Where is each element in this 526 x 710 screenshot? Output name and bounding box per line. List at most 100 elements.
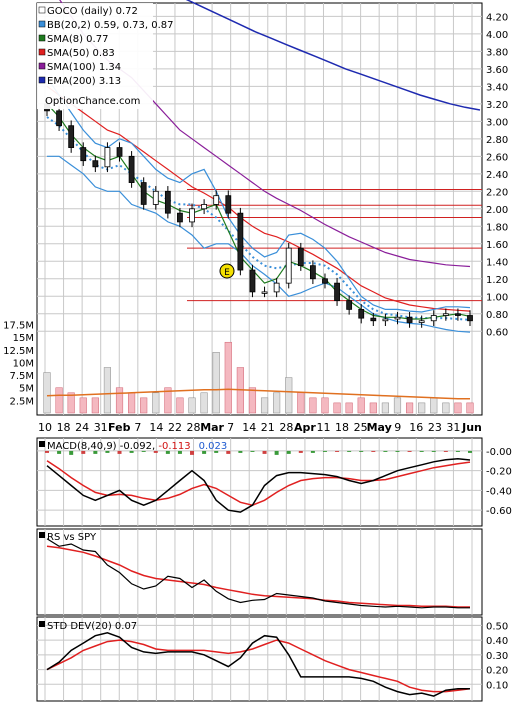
x-tick-label: 25 xyxy=(354,421,368,434)
candle-body xyxy=(249,269,256,293)
x-tick-label: 7 xyxy=(227,421,234,434)
candle-body xyxy=(322,278,328,284)
volume-y-tick: 2.5M xyxy=(9,396,34,407)
volume-y-tick: 15M xyxy=(13,333,34,344)
candle-body xyxy=(201,204,208,210)
candle-body xyxy=(394,316,401,320)
volume-bar xyxy=(140,397,148,414)
volume-bar xyxy=(260,397,269,414)
x-tick-label: Mar xyxy=(200,421,224,434)
x-tick-label: 14 xyxy=(149,421,163,434)
candle-body xyxy=(430,315,437,322)
candle-body xyxy=(177,212,183,223)
macd-legend-label: MACD(8,40,9) -0.092, -0.113 0.023 xyxy=(47,441,227,452)
x-tick-label: 14 xyxy=(242,421,256,434)
volume-bar xyxy=(466,402,474,414)
rs-average-line xyxy=(46,545,470,608)
legend-box xyxy=(37,3,153,109)
volume-bar xyxy=(454,402,462,414)
volume-bar xyxy=(309,397,317,414)
macd-hist-bar xyxy=(455,450,460,452)
volume-bar xyxy=(357,397,365,414)
macd-hist-bar xyxy=(347,450,352,452)
bb-lower-line xyxy=(47,155,471,333)
legend-label: SMA(8) 0.77 xyxy=(47,34,108,45)
macd-hist-bar xyxy=(45,450,49,453)
macd-legend-prefix: MACD(8,40,9) xyxy=(47,441,117,452)
macd-hist-bar xyxy=(238,450,243,453)
bb-mid-line xyxy=(46,116,471,321)
price-y-tick: 1.60 xyxy=(486,240,508,251)
candle-body xyxy=(273,282,280,293)
volume-bar xyxy=(152,392,160,414)
candle-body xyxy=(189,208,195,223)
candle-body xyxy=(346,300,353,310)
volume-bar xyxy=(212,352,220,414)
candle-body xyxy=(56,110,62,127)
volume-y-tick: 17.5M xyxy=(3,321,34,332)
macd-hist-bar xyxy=(468,450,472,453)
macd-y-tick: -0.60 xyxy=(486,506,512,517)
macd-hist-bar xyxy=(359,450,364,452)
candle-body xyxy=(92,160,99,168)
stddev-legend-label: STD DEV(20) 0.07 xyxy=(47,621,137,632)
x-tick-label: 7 xyxy=(134,421,141,434)
volume-bar xyxy=(200,392,208,414)
volume-bar xyxy=(115,387,124,414)
stddev-average-line xyxy=(46,639,471,693)
x-tick-label: Feb xyxy=(108,421,131,434)
earnings-circle xyxy=(219,263,235,279)
macd-legend: MACD(8,40,9) -0.092, -0.113 0.023 xyxy=(39,441,227,452)
price-y-tick: 3.00 xyxy=(486,117,508,128)
price-y-tick: 3.80 xyxy=(486,47,508,58)
macd-hist-bar xyxy=(383,450,388,452)
price-y-tick: 1.40 xyxy=(486,257,508,268)
volume-bar xyxy=(55,387,63,414)
stddev-y-tick: 0.30 xyxy=(486,651,508,662)
price-y-tick: 2.80 xyxy=(486,135,508,146)
x-tick-label: 28 xyxy=(187,421,201,434)
macd-hist-bar xyxy=(153,450,158,453)
macd-hist-bar xyxy=(407,450,412,452)
stddev-y-tick: 0.20 xyxy=(486,666,508,677)
volume-bar xyxy=(442,402,450,414)
candle-body xyxy=(128,155,135,183)
macd-hist-bar xyxy=(250,450,255,452)
macd-hist-bar xyxy=(443,450,448,452)
candle-body xyxy=(116,147,123,157)
earnings-label: E xyxy=(224,268,230,278)
macd-hist-bar xyxy=(335,450,340,452)
macd-y-axis: -0.00 -0.20 -0.40 -0.60 xyxy=(486,447,512,517)
macd-hist-bar xyxy=(141,450,146,452)
macd-hist-bar xyxy=(286,450,291,454)
price-y-tick: 0.80 xyxy=(486,310,508,321)
macd-hist-bar xyxy=(371,450,376,452)
volume-bar xyxy=(430,397,438,414)
price-grid xyxy=(37,3,482,415)
candle-body xyxy=(104,147,111,168)
stddev-y-axis: 0.50 0.40 0.30 0.20 0.10 xyxy=(486,621,508,691)
price-y-tick: 1.00 xyxy=(486,292,508,303)
macd-hist-bar xyxy=(214,450,219,453)
x-tick-label: 21 xyxy=(261,421,275,434)
legend: GOCO (daily) 0.72 BB(20,2) 0.59, 0.73, 0.… xyxy=(37,3,173,109)
stddev-legend: STD DEV(20) 0.07 xyxy=(39,621,137,632)
legend-label: BB(20,2) 0.59, 0.73, 0.87 xyxy=(47,20,173,31)
price-y-tick: 1.80 xyxy=(486,222,508,233)
legend-swatch xyxy=(38,62,46,70)
legend-label: GOCO (daily) 0.72 xyxy=(47,6,138,17)
candle-body xyxy=(455,313,461,316)
stddev-y-tick: 0.40 xyxy=(486,636,508,647)
candle-body xyxy=(442,313,449,316)
volume-bar xyxy=(128,392,136,414)
volume-ma-line xyxy=(46,388,470,400)
volume-bar xyxy=(393,397,402,414)
macd-hist-bar xyxy=(81,450,86,454)
stddev-y-tick: 0.50 xyxy=(486,621,508,632)
price-y-axis: 4.20 4.00 3.80 3.60 3.40 3.20 3.00 2.80 2.60 2.40… xyxy=(486,12,508,338)
volume-bar xyxy=(164,387,172,414)
candle-body xyxy=(237,212,244,271)
x-tick-label: 18 xyxy=(57,421,71,434)
stddev-lines xyxy=(46,632,471,697)
